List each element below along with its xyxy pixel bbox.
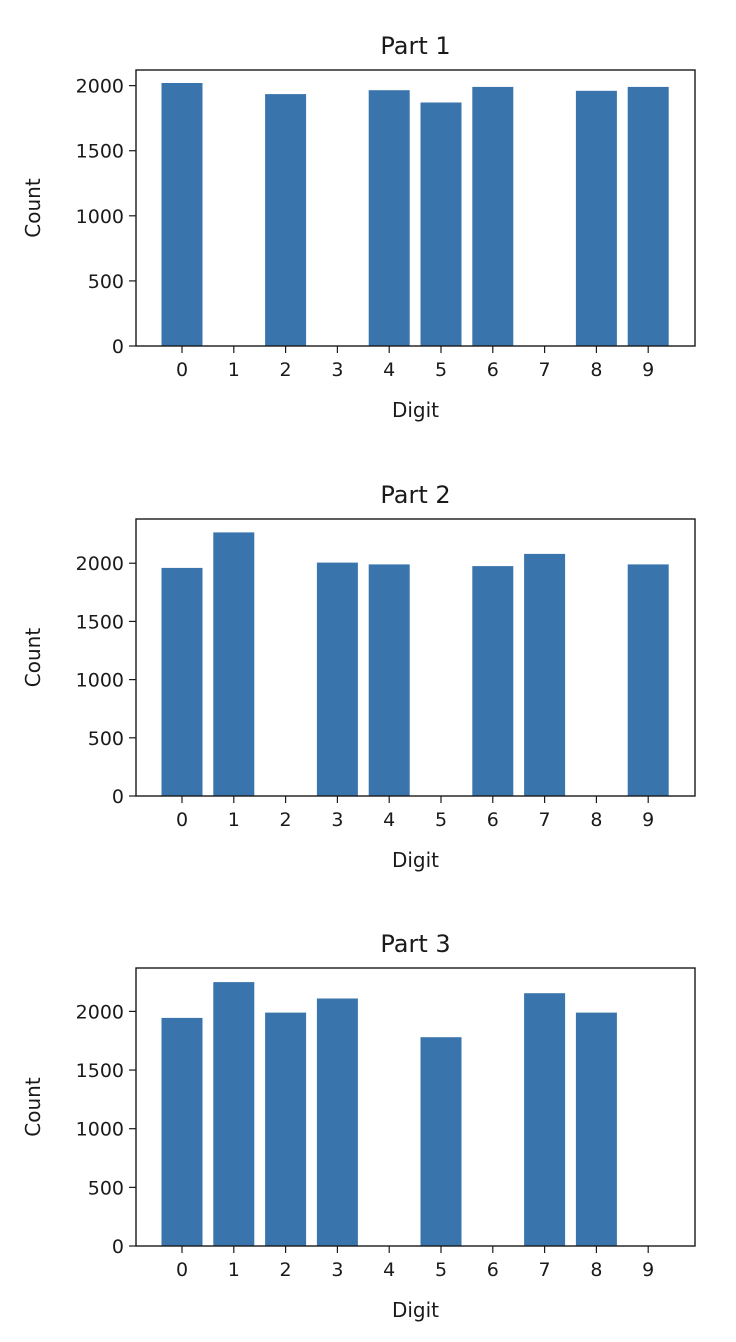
- x-tick-label: 8: [590, 359, 602, 381]
- chart-panel-3: 0 500 1000 1500 2000 0 1 2 3 4 5 6 7 8 9 Part 3 Digit Cou…: [21, 930, 696, 1322]
- y-tick-label: 1500: [76, 611, 124, 633]
- bar-0: [161, 567, 203, 796]
- y-tick-label: 500: [88, 1177, 124, 1199]
- x-tick-label: 2: [280, 809, 292, 831]
- x-tick-label: 7: [539, 809, 551, 831]
- chart-panel-1: 0 500 1000 1500 2000 0 1 2 3 4 5 6 7 8 9 Part 1 Digit Cou…: [21, 32, 696, 422]
- bar-2: [265, 1012, 307, 1246]
- y-tick-label: 1000: [76, 1119, 124, 1141]
- x-axis-label: Digit: [392, 398, 439, 422]
- x-tick-label: 9: [642, 359, 654, 381]
- bar-7: [524, 553, 566, 796]
- y-tick-label: 1000: [76, 670, 124, 692]
- bar-1: [213, 532, 255, 796]
- y-tick-label: 1500: [76, 141, 124, 163]
- bar-5: [420, 102, 462, 346]
- y-tick-label: 0: [112, 336, 124, 358]
- x-tick-label: 1: [228, 1259, 240, 1281]
- x-tick-label: 0: [176, 1259, 188, 1281]
- y-tick-label: 2000: [76, 76, 124, 98]
- x-tick-label: 1: [228, 809, 240, 831]
- bar-0: [161, 83, 203, 346]
- plot-frame: [135, 69, 696, 347]
- x-tick-label: 3: [331, 1259, 343, 1281]
- x-axis-label: Digit: [392, 848, 439, 872]
- chart-title: Part 1: [380, 32, 450, 60]
- bar-7: [524, 993, 566, 1246]
- bar-8: [575, 1012, 617, 1246]
- x-tick-label: 4: [383, 359, 395, 381]
- x-tick-label: 7: [539, 359, 551, 381]
- x-tick-label: 7: [539, 1259, 551, 1281]
- chart-title: Part 3: [380, 930, 450, 958]
- bar-8: [575, 90, 617, 346]
- y-axis-label: Count: [21, 1077, 45, 1137]
- y-tick-label: 0: [112, 786, 124, 808]
- x-tick-label: 2: [280, 1259, 292, 1281]
- y-tick-label: 0: [112, 1236, 124, 1258]
- bar-3: [316, 562, 358, 796]
- y-tick-label: 2000: [76, 1001, 124, 1023]
- x-tick-label: 5: [435, 1259, 447, 1281]
- bar-6: [472, 566, 514, 796]
- chart-panel-2: 0 500 1000 1500 2000 0 1 2 3 4 5 6 7 8 9 Part 2 Digit Cou…: [21, 481, 696, 872]
- bar-2: [265, 94, 307, 346]
- bar-6: [472, 86, 514, 347]
- y-axis-label: Count: [21, 628, 45, 688]
- bar-4: [368, 90, 410, 346]
- bar-9: [627, 86, 669, 347]
- bar-4: [368, 564, 410, 796]
- y-tick-label: 1000: [76, 206, 124, 228]
- y-tick-label: 500: [88, 271, 124, 293]
- x-tick-label: 1: [228, 359, 240, 381]
- x-tick-label: 9: [642, 809, 654, 831]
- x-tick-label: 5: [435, 359, 447, 381]
- bar-3: [316, 998, 358, 1246]
- y-tick-label: 1500: [76, 1060, 124, 1082]
- y-tick-label: 2000: [76, 553, 124, 575]
- x-tick-label: 6: [487, 809, 499, 831]
- plot-frame: [135, 967, 696, 1247]
- bar-1: [213, 982, 255, 1246]
- x-tick-label: 8: [590, 809, 602, 831]
- plot-frame: [135, 518, 696, 797]
- x-tick-label: 6: [487, 1259, 499, 1281]
- x-tick-label: 0: [176, 809, 188, 831]
- x-tick-label: 0: [176, 359, 188, 381]
- x-tick-label: 5: [435, 809, 447, 831]
- x-tick-label: 9: [642, 1259, 654, 1281]
- x-axis-label: Digit: [392, 1298, 439, 1322]
- x-tick-label: 8: [590, 1259, 602, 1281]
- y-tick-label: 500: [88, 728, 124, 750]
- x-tick-label: 2: [280, 359, 292, 381]
- bar-5: [420, 1037, 462, 1246]
- x-tick-label: 4: [383, 809, 395, 831]
- chart-title: Part 2: [380, 481, 450, 509]
- bar-9: [627, 564, 669, 796]
- x-tick-label: 6: [487, 359, 499, 381]
- x-tick-label: 4: [383, 1259, 395, 1281]
- x-tick-label: 3: [331, 359, 343, 381]
- y-axis-label: Count: [21, 178, 45, 238]
- x-tick-label: 3: [331, 809, 343, 831]
- bar-0: [161, 1017, 203, 1246]
